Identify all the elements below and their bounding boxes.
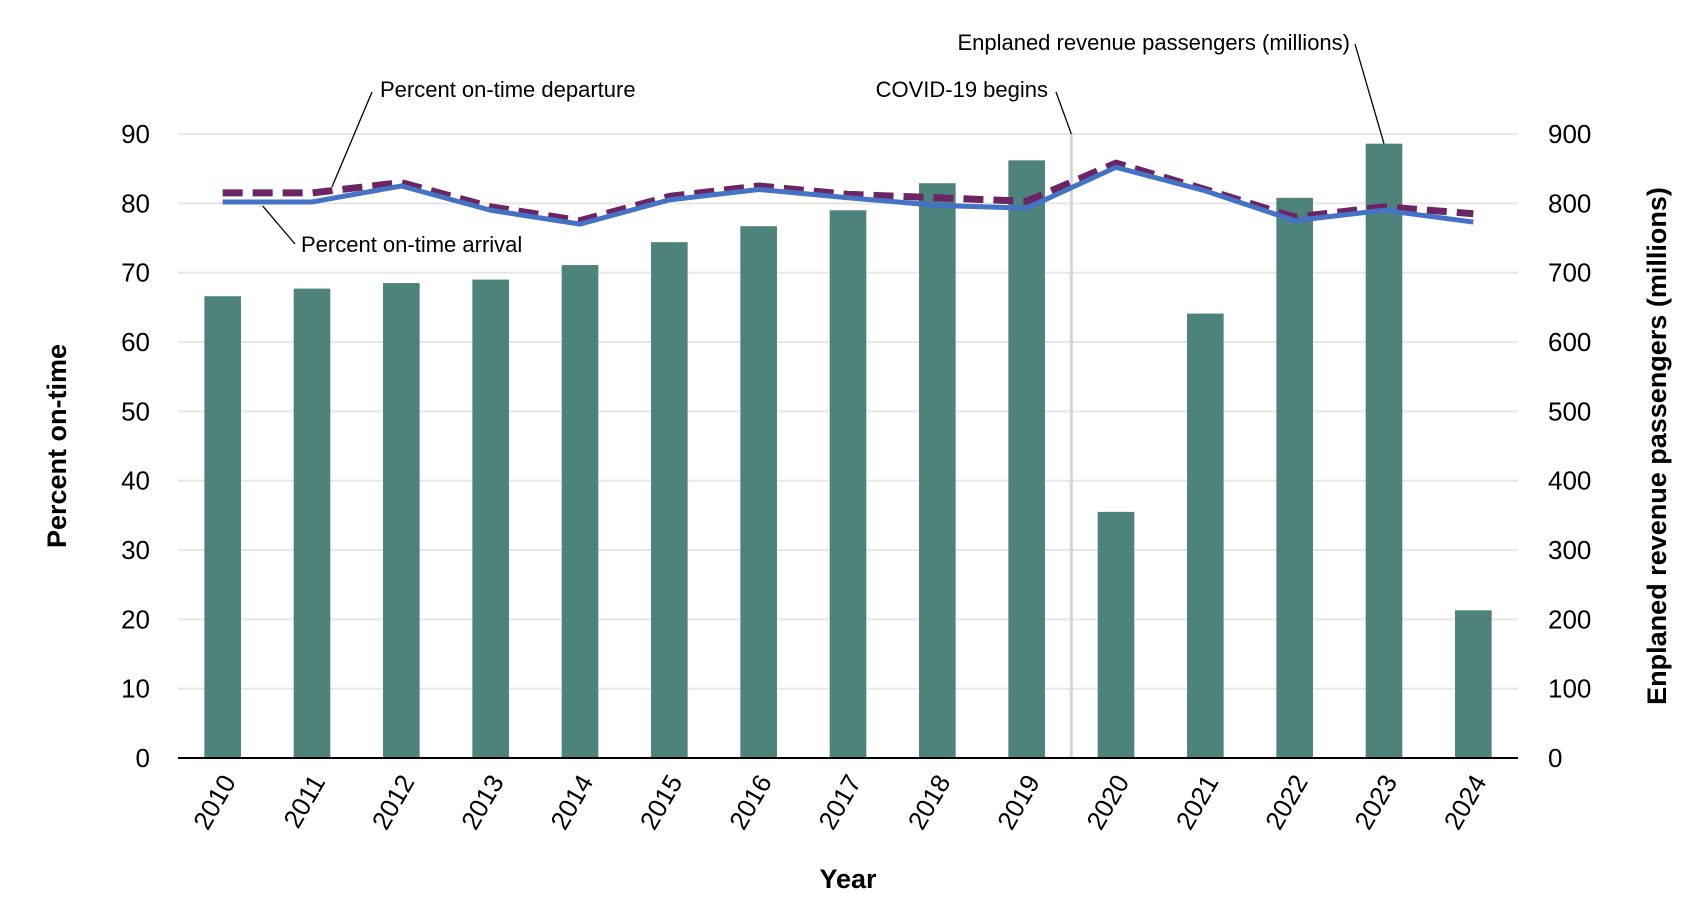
y-tick-label-left: 0 xyxy=(136,743,150,773)
x-tick-label: 2022 xyxy=(1259,769,1314,834)
annotation-label: Percent on-time arrival xyxy=(301,232,522,257)
y-tick-label-right: 600 xyxy=(1548,327,1591,357)
y-tick-label-left: 10 xyxy=(121,674,150,704)
annotation-leader xyxy=(262,205,296,245)
x-tick-label: 2012 xyxy=(366,769,421,834)
annotation-label: Percent on-time departure xyxy=(380,77,636,102)
y-axis-title-left: Percent on-time xyxy=(42,344,72,548)
y-tick-label-right: 500 xyxy=(1548,396,1591,426)
y-tick-label-right: 900 xyxy=(1548,119,1591,149)
bar xyxy=(919,183,956,758)
y-tick-label-left: 60 xyxy=(121,327,150,357)
y-tick-label-left: 20 xyxy=(121,604,150,634)
annotation-label: COVID-19 begins xyxy=(876,77,1048,102)
x-axis-ticks: 2010 2011 2012 2013 2014 2015 2016 2017 2018 2019… xyxy=(187,769,1493,834)
x-tick-label: 2023 xyxy=(1348,769,1403,834)
bar xyxy=(1187,313,1224,758)
bar xyxy=(204,296,241,758)
arrival-line xyxy=(222,164,1474,227)
y-tick-label-right: 0 xyxy=(1548,743,1562,773)
y-tick-label-left: 70 xyxy=(121,258,150,288)
bar xyxy=(383,283,420,758)
y-tick-label-left: 90 xyxy=(121,119,150,149)
bar xyxy=(1097,511,1135,758)
y-tick-label-left: 80 xyxy=(121,188,150,218)
line-series xyxy=(222,159,1474,227)
y-tick-label-right: 100 xyxy=(1548,674,1591,704)
x-tick-label: 2021 xyxy=(1170,769,1225,834)
bar xyxy=(1276,197,1313,758)
x-tick-label: 2020 xyxy=(1080,769,1135,834)
y-tick-label-right: 200 xyxy=(1548,604,1591,634)
bar xyxy=(829,210,867,758)
bar xyxy=(1008,160,1045,758)
x-tick-label: 2019 xyxy=(991,769,1046,834)
bar-series xyxy=(204,143,1492,759)
bar xyxy=(293,288,331,758)
annotation-label: Enplaned revenue passengers (millions) xyxy=(957,30,1350,55)
x-axis-title: Year xyxy=(819,864,877,894)
y-tick-label-right: 700 xyxy=(1548,258,1591,288)
y-tick-label-right: 300 xyxy=(1548,535,1591,565)
x-tick-label: 2011 xyxy=(277,769,331,832)
bar xyxy=(651,242,688,758)
x-tick-label: 2024 xyxy=(1438,769,1493,834)
bar xyxy=(472,279,509,758)
left-axis-ticks: 0 10 20 30 40 50 60 70 80 90 xyxy=(121,119,150,773)
y-tick-label-left: 50 xyxy=(121,396,150,426)
x-tick-label: 2013 xyxy=(455,769,510,834)
x-tick-label: 2017 xyxy=(812,769,867,834)
y-tick-label-right: 800 xyxy=(1548,188,1591,218)
x-tick-label: 2014 xyxy=(544,769,599,834)
x-tick-label: 2018 xyxy=(902,769,957,834)
annotations: Percent on-time departure Percent on-time… xyxy=(262,30,1385,257)
annotation-leader xyxy=(1354,43,1385,144)
departure-line xyxy=(222,159,1474,225)
y-tick-label-right: 400 xyxy=(1548,466,1591,496)
bar xyxy=(740,226,777,759)
bar xyxy=(561,265,599,758)
y-axis-title-right: Enplaned revenue passengers (millions) xyxy=(1642,187,1672,705)
y-tick-label-left: 30 xyxy=(121,535,150,565)
y-tick-label-left: 40 xyxy=(121,466,150,496)
x-tick-label: 2010 xyxy=(187,769,242,834)
x-tick-label: 2016 xyxy=(723,769,778,834)
x-tick-label: 2015 xyxy=(634,769,689,834)
bar xyxy=(1455,610,1492,758)
annotation-leader xyxy=(1055,91,1072,135)
bar xyxy=(1365,143,1403,758)
annotation-leader xyxy=(331,91,373,188)
right-axis-ticks: 0 100 200 300 400 500 600 700 800 900 xyxy=(1548,119,1591,773)
